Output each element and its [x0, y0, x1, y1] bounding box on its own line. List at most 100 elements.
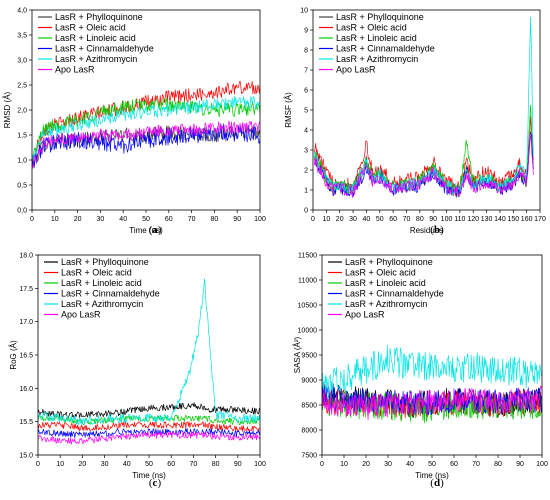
legend-entry: Apo LasR — [61, 310, 101, 320]
y-axis-label: RoG (Å) — [9, 340, 18, 370]
legend-entry: LasR + Phylloquinone — [55, 12, 143, 22]
x-axis-label: Residues — [410, 226, 443, 235]
legend-entry: LasR + Phylloquinone — [345, 257, 433, 267]
legend-entry: Apo LasR — [345, 310, 385, 320]
x-tick-label: 0 — [36, 461, 40, 468]
y-tick-label: 15.0 — [19, 453, 33, 460]
y-tick-label: 10500 — [298, 303, 318, 310]
legend-entry: LasR + Azithromycin — [336, 54, 418, 64]
x-axis-label: Time (ns) — [132, 471, 166, 480]
x-tick-label: 40 — [119, 216, 127, 223]
y-tick-label: 16.0 — [19, 386, 33, 393]
y-tick-label: 8 — [304, 48, 308, 55]
y-tick-label: 0,0 — [17, 208, 27, 215]
legend-entry: LasR + Linoleic acid — [61, 278, 142, 288]
legend-entry: LasR + Cinnamaldehyde — [345, 289, 444, 299]
x-tick-label: 10 — [340, 461, 348, 468]
x-tick-label: 50 — [145, 461, 153, 468]
y-tick-label: 7500 — [301, 453, 317, 460]
x-tick-label: 20 — [336, 216, 344, 223]
y-tick-label: 10 — [300, 8, 308, 15]
x-tick-label: 50 — [428, 461, 436, 468]
series-line-5 — [38, 278, 260, 426]
x-tick-label: 100 — [536, 461, 548, 468]
x-tick-label: 90 — [234, 461, 242, 468]
legend-entry: LasR + Cinnamaldehyde — [61, 289, 160, 299]
x-tick-label: 40 — [406, 461, 414, 468]
y-tick-label: 2,0 — [17, 108, 27, 115]
x-tick-label: 140 — [494, 216, 506, 223]
series-line-6 — [32, 121, 260, 169]
legend-entry: Apo LasR — [55, 65, 95, 75]
legend-entry: LasR + Azithromycin — [61, 299, 143, 309]
x-tick-label: 100 — [254, 216, 266, 223]
y-tick-label: 10000 — [298, 328, 318, 335]
x-tick-label: 60 — [165, 216, 173, 223]
x-tick-label: 70 — [188, 216, 196, 223]
legend-entry: LasR + Linoleic acid — [345, 278, 426, 288]
series-line-3 — [32, 97, 260, 165]
y-tick-label: 1,5 — [17, 133, 27, 140]
x-tick-label: 30 — [384, 461, 392, 468]
series-line-4 — [38, 428, 260, 438]
legend-entry: LasR + Cinnamaldehyde — [55, 44, 154, 54]
legend-entry: LasR + Phylloquinone — [336, 12, 424, 22]
series-group — [322, 344, 542, 424]
x-axis-label: Time (ns) — [129, 226, 163, 235]
y-tick-label: 9 — [304, 28, 308, 35]
x-tick-label: 170 — [534, 216, 546, 223]
x-tick-label: 50 — [142, 216, 150, 223]
y-tick-label: 3,5 — [17, 33, 27, 40]
y-tick-label: 6 — [304, 88, 308, 95]
x-tick-label: 10 — [51, 216, 59, 223]
x-tick-label: 10 — [56, 461, 64, 468]
series-line-2 — [38, 421, 260, 432]
x-tick-label: 80 — [211, 216, 219, 223]
series-line-1 — [38, 402, 260, 419]
legend-entry: Apo LasR — [336, 65, 376, 75]
x-tick-label: 70 — [190, 461, 198, 468]
series-line-3 — [38, 414, 260, 426]
x-tick-label: 70 — [472, 461, 480, 468]
x-tick-label: 0 — [30, 216, 34, 223]
series-line-4 — [32, 123, 260, 168]
y-tick-label: 15.5 — [19, 419, 33, 426]
y-axis-label: SASA (Å²) — [293, 336, 302, 373]
panel-caption: (b) — [430, 224, 444, 236]
series-line-5 — [32, 96, 260, 161]
legend-entry: LasR + Oleic acid — [61, 268, 132, 278]
legend-entry: LasR + Phylloquinone — [61, 257, 149, 267]
x-tick-label: 0 — [311, 216, 315, 223]
x-tick-label: 120 — [467, 216, 479, 223]
x-tick-label: 50 — [376, 216, 384, 223]
x-tick-label: 60 — [167, 461, 175, 468]
x-tick-label: 60 — [450, 461, 458, 468]
panel-caption: (a) — [149, 224, 162, 236]
y-tick-label: 8500 — [301, 403, 317, 410]
series-line-2 — [32, 80, 260, 161]
legend-entry: LasR + Oleic acid — [336, 23, 407, 33]
chart-panel-d: 0 10 20 30 40 50 60 70 80 90 100 7500 8000 8500 9000 95… — [293, 253, 548, 490]
x-tick-label: 0 — [320, 461, 324, 468]
x-tick-label: 90 — [233, 216, 241, 223]
series-group — [38, 278, 260, 445]
y-tick-label: 3 — [304, 148, 308, 155]
x-tick-label: 80 — [416, 216, 424, 223]
legend-entry: LasR + Azithromycin — [55, 54, 137, 64]
panel-caption: (c) — [149, 477, 162, 489]
y-tick-label: 11000 — [298, 278, 317, 285]
legend-entry: LasR + Linoleic acid — [55, 33, 136, 43]
series-line-6 — [313, 133, 534, 198]
x-tick-label: 80 — [212, 461, 220, 468]
x-tick-label: 160 — [521, 216, 533, 223]
x-tick-label: 110 — [454, 216, 465, 223]
chart-panel-a: 0 10 20 30 40 50 60 70 80 90 100 0,0 0,5 1,0 1,5 2,0 2,5… — [3, 8, 266, 237]
panel-caption: (d) — [430, 477, 444, 489]
y-tick-label: 7 — [304, 68, 308, 75]
y-tick-label: 3,0 — [17, 58, 27, 65]
y-tick-label: 9000 — [301, 378, 317, 385]
